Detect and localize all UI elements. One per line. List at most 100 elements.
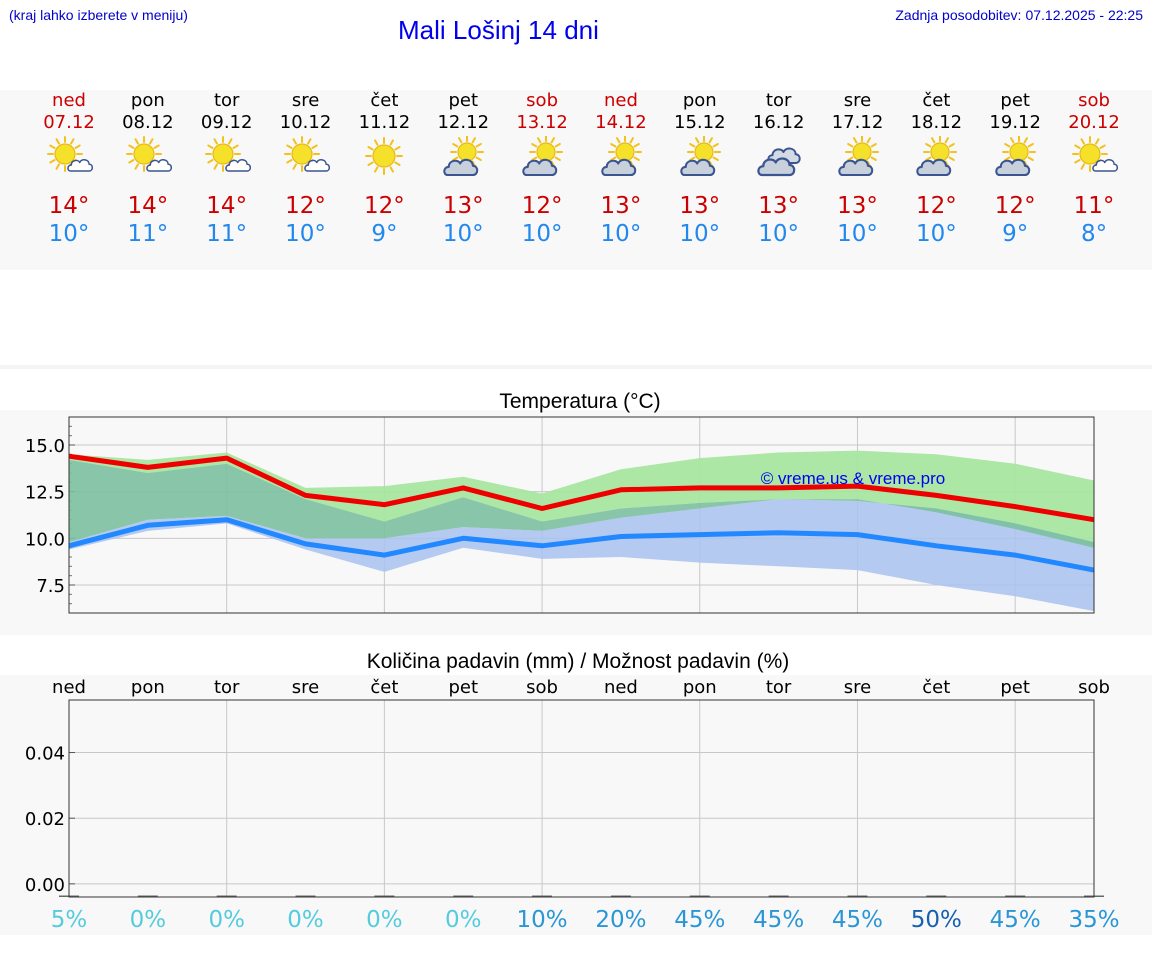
sun-ray [475,143,483,148]
day-column: sre 17.12 13° 10° [818,90,898,248]
precipitation-bar [137,895,158,897]
precipitation-day-label: čet [370,677,398,698]
precipitation-plot-frame [68,699,1095,898]
day-column: ned 07.12 14° 10° [29,90,109,248]
precipitation-probability: 5% [51,907,88,933]
day-name: ned [52,90,86,111]
min-temperature-line [68,517,1095,573]
max-temperature: 13° [758,193,800,219]
cloud-shape [756,157,795,177]
sun-cloud-icon [125,136,172,172]
cloud-outline [303,159,330,172]
sun-ray [153,144,160,149]
day-column: pet 12.12 13° 10° [423,90,503,248]
updated-label: Zadnja posodobitev: [895,7,1022,23]
day-date: 12.12 [437,112,490,133]
section-divider [0,365,1152,369]
sun-ray [213,138,218,145]
sun-ray [134,163,139,170]
watermark: © vreme.us & vreme.pro [761,469,945,488]
temperature-chart-title: Temperatura (°C) [499,390,660,413]
max-temperature: 13° [837,193,878,219]
sun-ray [610,143,617,148]
sun-ray [374,139,379,146]
min-temperature: 10° [600,221,642,247]
sun-ray [285,144,293,149]
sun-cloud-icon [47,136,93,172]
sun-ray [1027,156,1035,161]
sun-ray [213,163,218,170]
sun-ray [1010,137,1015,144]
day-date: 07.12 [43,112,95,133]
day-column: pet 19.12 12° 9° [975,90,1055,248]
day-column: pon 15.12 13° 10° [660,90,740,248]
min-temperature: 10° [758,221,800,247]
cloud-outline [146,159,172,172]
cloud-shape [522,158,558,177]
sun-ray [55,138,60,145]
cloudy-icon [756,147,801,177]
day-date: 18.12 [910,112,963,133]
partly-cloudy-icon [916,136,958,177]
sun-ray [531,156,538,161]
sun-ray [128,159,135,164]
cloud-shape [837,158,873,177]
sun-ray [452,143,459,148]
sun-ray [944,137,950,144]
day-name: ned [603,90,638,111]
cloud-outline [443,158,479,177]
day-date: 14.12 [595,112,647,133]
max-temperature: 12° [364,193,405,219]
sun-ray [1080,163,1086,170]
sun-icon [365,137,404,175]
day-column: tor 16.12 13° 10° [739,90,819,248]
partly-cloudy-icon [995,136,1037,177]
max-temperature: 13° [442,193,484,219]
day-column: ned 14.12 13° 10° [581,90,661,248]
min-temperature: 10° [48,221,90,247]
min-temperature: 9° [1002,221,1029,247]
precipitation-probability: 45% [990,907,1041,933]
cloud-outline [756,157,795,177]
precipitation-day-label: ned [604,677,638,698]
location-hint: (kraj lahko izberete v meniju) [9,7,188,23]
sun-ray [367,146,375,151]
sun-ray [206,144,214,149]
temperature-ytick-label: 12.5 [25,483,65,504]
precipitation-bar [295,895,316,897]
sun-cloud-icon [204,136,251,172]
max-temperature: 12° [285,193,326,219]
max-temperature: 12° [994,193,1036,219]
cloud-outline [601,158,637,177]
day-column: čet 18.12 12° 10° [896,90,976,248]
sun-ray [389,166,395,173]
last-updated: Zadnja posodobitev: 07.12.2025 - 22:25 [891,7,1143,23]
sun-disc [212,143,234,165]
max-temperature: 13° [679,193,721,219]
max-temperature: 13° [600,193,642,219]
day-name: pon [130,90,165,111]
day-date: 10.12 [279,112,332,133]
min-temperature: 11° [127,221,169,247]
daily-forecast-strip: ned 07.12 14° 10° pon 08.12 14° 11° tor 09.12 14° 1… [0,90,1152,270]
cloud-shape [601,158,637,177]
precipitation-probability: 0% [208,907,245,933]
precipitation-day-label: sre [292,677,319,698]
day-date: 15.12 [674,112,726,133]
precipitation-day-label: tor [766,677,792,698]
cloud-shape [995,158,1031,177]
sun-ray [134,138,139,145]
precipitation-day-label: sob [1078,677,1110,698]
precipitation-bar [374,895,395,897]
day-name: pon [682,90,717,111]
sun-ray [367,161,375,166]
sun-ray [852,137,857,144]
sun-disc [290,143,313,165]
temperature-plot-frame [68,416,1095,614]
sun-ray [128,144,135,149]
cloud-outline [67,159,93,172]
day-name: sre [291,90,320,111]
day-date: 17.12 [831,112,884,133]
partly-cloudy-icon [837,136,879,177]
min-temperature: 10° [837,221,878,247]
